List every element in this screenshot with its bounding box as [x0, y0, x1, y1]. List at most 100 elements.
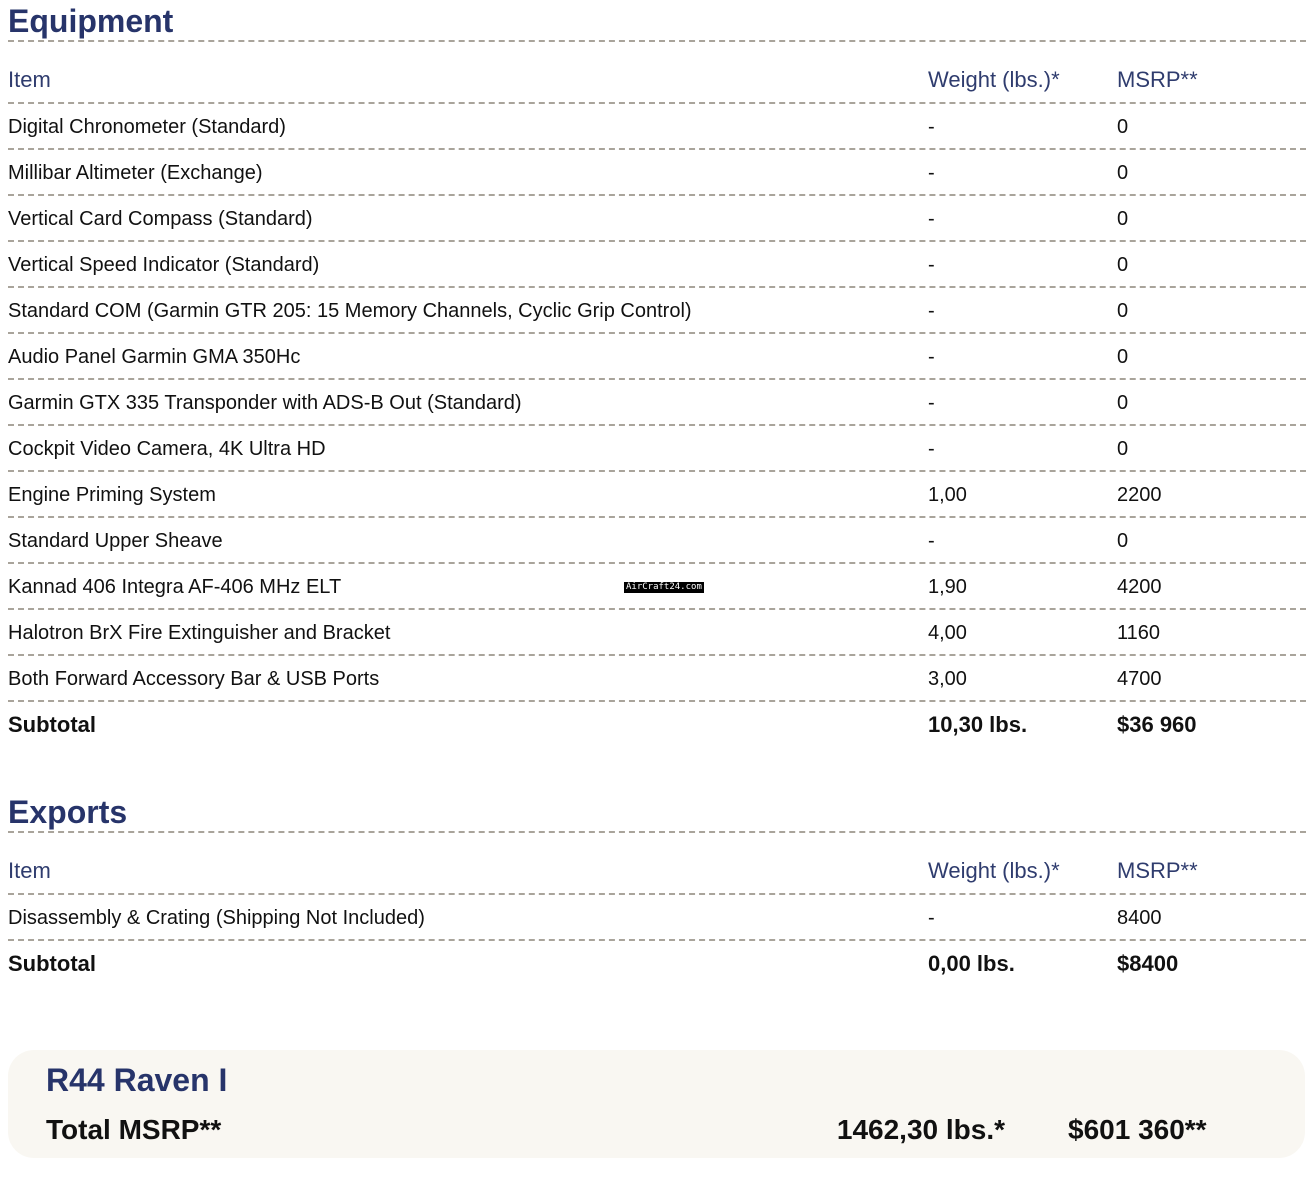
divider [8, 608, 1306, 610]
divider [8, 240, 1306, 242]
cell-weight: 1,00 [928, 484, 967, 506]
cell-weight: 3,00 [928, 668, 967, 690]
table-header: Item Weight (lbs.)* MSRP** [8, 833, 1306, 893]
divider [8, 194, 1306, 196]
table-row: Garmin GTX 335 Transponder with ADS-B Ou… [8, 380, 1306, 424]
divider [8, 424, 1306, 426]
cell-item: Cockpit Video Camera, 4K Ultra HD [8, 438, 326, 460]
subtotal-row: Subtotal 10,30 lbs. $36 960 [8, 702, 1306, 750]
cell-item: Engine Priming System [8, 484, 216, 506]
model-name: R44 Raven I [46, 1062, 228, 1098]
cell-item: Both Forward Accessory Bar & USB Ports [8, 668, 380, 690]
cell-msrp: 0 [1117, 438, 1129, 460]
divider [8, 893, 1306, 895]
cell-msrp: 0 [1117, 162, 1129, 184]
cell-weight: 4,00 [928, 622, 967, 644]
cell-msrp: 8400 [1117, 907, 1162, 929]
subtotal-weight: 10,30 lbs. [928, 712, 1028, 737]
cell-weight: - [928, 300, 935, 322]
cell-item: Audio Panel Garmin GMA 350Hc [8, 346, 301, 368]
cell-msrp: 4200 [1117, 576, 1162, 598]
watermark: AirCraft24.com [624, 582, 704, 593]
equipment-section: Equipment Item Weight (lbs.)* MSRP** Dig… [8, 2, 1306, 750]
header-msrp: MSRP** [1117, 67, 1198, 92]
table-row: Vertical Card Compass (Standard) - 0 [8, 196, 1306, 240]
subtotal-row: Subtotal 0,00 lbs. $8400 [8, 941, 1306, 989]
divider [8, 700, 1306, 702]
cell-msrp: 2200 [1117, 484, 1162, 506]
cell-item: Halotron BrX Fire Extinguisher and Brack… [8, 622, 391, 644]
cell-msrp: 0 [1117, 346, 1129, 368]
cell-msrp: 0 [1117, 392, 1129, 414]
cell-weight: - [928, 438, 935, 460]
table-row: Digital Chronometer (Standard) - 0 [8, 104, 1306, 148]
total-label: Total MSRP** [46, 1114, 222, 1145]
table-row: Cockpit Video Camera, 4K Ultra HD - 0 [8, 426, 1306, 470]
table-row: Standard COM (Garmin GTR 205: 15 Memory … [8, 288, 1306, 332]
subtotal-weight: 0,00 lbs. [928, 951, 1015, 976]
table-row: Vertical Speed Indicator (Standard) - 0 [8, 242, 1306, 286]
cell-item: Garmin GTX 335 Transponder with ADS-B Ou… [8, 392, 522, 414]
divider [8, 40, 1306, 42]
cell-msrp: 0 [1117, 116, 1129, 138]
cell-weight: - [928, 116, 935, 138]
header-msrp: MSRP** [1117, 858, 1198, 883]
cell-msrp: 0 [1117, 208, 1129, 230]
cell-item: Vertical Card Compass (Standard) [8, 208, 313, 230]
cell-msrp: 0 [1117, 254, 1129, 276]
subtotal-label: Subtotal [8, 712, 96, 737]
cell-msrp: 4700 [1117, 668, 1162, 690]
divider [8, 332, 1306, 334]
header-weight: Weight (lbs.)* [928, 67, 1060, 92]
table-row: Standard Upper Sheave - 0 [8, 518, 1306, 562]
table-row: Kannad 406 Integra AF-406 MHz ELT 1,90 420… [8, 564, 1306, 608]
cell-item: Standard Upper Sheave [8, 530, 223, 552]
table-row: Engine Priming System 1,00 2200 [8, 472, 1306, 516]
exports-section: Exports Item Weight (lbs.)* MSRP** Disas… [8, 793, 1306, 989]
header-item: Item [8, 858, 51, 883]
divider [8, 516, 1306, 518]
subtotal-msrp: $36 960 [1117, 712, 1197, 737]
table-header: Item Weight (lbs.)* MSRP** [8, 42, 1306, 102]
cell-msrp: 0 [1117, 300, 1129, 322]
cell-item: Kannad 406 Integra AF-406 MHz ELT [8, 576, 342, 598]
section-title: Equipment [8, 3, 174, 39]
subtotal-label: Subtotal [8, 951, 96, 976]
cell-weight: - [928, 208, 935, 230]
table-row: Both Forward Accessory Bar & USB Ports 3,… [8, 656, 1306, 700]
header-weight: Weight (lbs.)* [928, 858, 1060, 883]
cell-weight: - [928, 392, 935, 414]
divider [8, 286, 1306, 288]
divider [8, 939, 1306, 941]
cell-item: Disassembly & Crating (Shipping Not Incl… [8, 907, 425, 929]
section-title: Exports [8, 794, 128, 830]
cell-weight: - [928, 254, 935, 276]
total-msrp: $601 360** [1068, 1114, 1207, 1145]
divider [8, 831, 1306, 833]
table-row: Disassembly & Crating (Shipping Not Incl… [8, 895, 1306, 939]
cell-weight: - [928, 530, 935, 552]
cell-item: Vertical Speed Indicator (Standard) [8, 254, 320, 276]
cell-item: Digital Chronometer (Standard) [8, 116, 286, 138]
cell-msrp: 0 [1117, 530, 1129, 552]
table-row: Audio Panel Garmin GMA 350Hc - 0 [8, 334, 1306, 378]
cell-weight: - [928, 346, 935, 368]
cell-weight: 1,90 [928, 576, 967, 598]
total-weight: 1462,30 lbs.* [836, 1114, 1005, 1145]
cell-weight: - [928, 162, 935, 184]
cell-item: Millibar Altimeter (Exchange) [8, 162, 263, 184]
total-summary-card: R44 Raven I Total MSRP** 1462,30 lbs.* $… [8, 1050, 1305, 1158]
header-item: Item [8, 67, 51, 92]
cell-item: Standard COM (Garmin GTR 205: 15 Memory … [8, 300, 692, 322]
divider [8, 470, 1306, 472]
divider [8, 378, 1306, 380]
divider [8, 654, 1306, 656]
table-row: Millibar Altimeter (Exchange) - 0 [8, 150, 1306, 194]
subtotal-msrp: $8400 [1117, 951, 1179, 976]
divider [8, 148, 1306, 150]
cell-msrp: 1160 [1117, 622, 1161, 644]
table-row: Halotron BrX Fire Extinguisher and Brack… [8, 610, 1306, 654]
divider [8, 562, 1306, 564]
cell-weight: - [928, 907, 935, 929]
divider [8, 102, 1306, 104]
